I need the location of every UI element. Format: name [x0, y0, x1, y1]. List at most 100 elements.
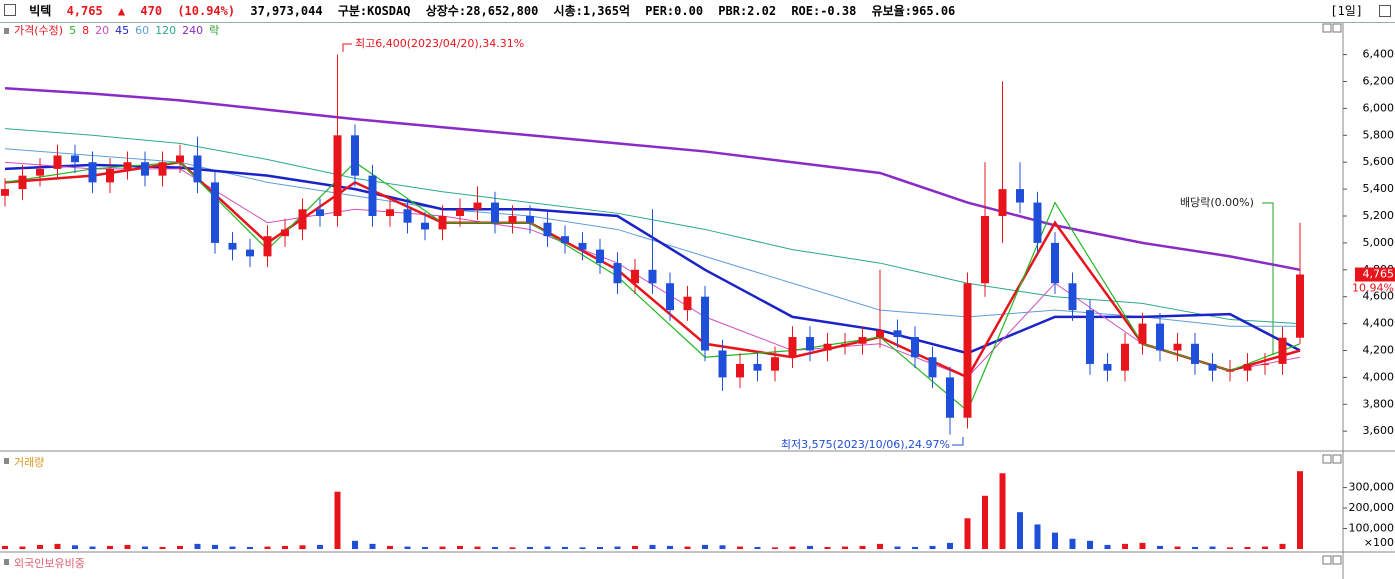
volume: 37,973,044: [250, 4, 323, 18]
candle-body: [403, 209, 412, 223]
y-tick-label: 6,200: [1363, 75, 1395, 88]
candle-body: [526, 215, 534, 223]
volume-bar: [1157, 545, 1163, 549]
volume-bar: [947, 542, 953, 549]
volume-bar: [877, 543, 883, 549]
candle-body: [473, 202, 482, 210]
volume-bar: [387, 545, 393, 549]
volume-bar: [1192, 546, 1198, 549]
volume-bar: [107, 545, 113, 549]
candle-body: [683, 296, 692, 311]
volume-bar: [492, 546, 498, 549]
candle-body: [1051, 242, 1059, 284]
y-tick-label: 3,600: [1363, 424, 1395, 437]
candle-body: [771, 357, 779, 371]
candle-body: [823, 343, 832, 351]
volume-bar: [54, 543, 61, 549]
candle-body: [858, 337, 867, 344]
candle-body: [613, 263, 622, 284]
volume-bar: [1017, 512, 1023, 549]
volume-bar: [37, 544, 43, 549]
volume-bar: [317, 544, 323, 549]
candle-body: [438, 215, 447, 230]
candle-body: [963, 283, 972, 418]
panel-button[interactable]: [1322, 454, 1332, 464]
volume-bar: [1139, 542, 1146, 549]
reserve: 유보율:965.06: [871, 4, 956, 18]
candle-body: [1208, 363, 1217, 371]
volume-bar: [929, 545, 936, 549]
volume-bar: [19, 546, 26, 549]
legend-entry: 45: [115, 24, 129, 37]
close-box[interactable]: [1379, 5, 1391, 17]
volume-bar: [964, 518, 971, 549]
volume-bar: [1297, 471, 1303, 549]
volume-bar: [229, 546, 236, 549]
legend-entry: 240: [182, 24, 203, 37]
ma-line: [4, 161, 1301, 413]
volume-bar: [999, 473, 1006, 549]
volume-bar: [159, 546, 166, 549]
volume-bar: [177, 545, 183, 549]
candle-body: [1173, 343, 1182, 351]
volume-bar: [1052, 532, 1058, 549]
candle-body: [876, 330, 884, 338]
volume-bar: [719, 545, 726, 549]
candle-body: [88, 162, 97, 183]
candle-body: [1278, 337, 1287, 364]
candle-body: [1191, 343, 1199, 364]
roe: ROE:-0.38: [791, 4, 857, 18]
y-tick-label: 4,200: [1363, 343, 1395, 356]
volume-bar: [1227, 547, 1233, 549]
volume-bar: [982, 495, 988, 549]
candle-body: [648, 269, 657, 284]
panel-button[interactable]: [1332, 23, 1342, 33]
volume-bar: [1262, 546, 1268, 549]
volume-bar: [684, 546, 691, 549]
volume-bar: [247, 546, 253, 549]
period[interactable]: [1일]: [1330, 4, 1363, 18]
candle-body: [718, 350, 727, 378]
candle-body: [176, 155, 184, 163]
volume-bar: [894, 546, 901, 549]
panel-icon: [4, 458, 9, 464]
legend-entry: 8: [82, 24, 89, 37]
candle-body: [753, 363, 762, 371]
volume-bar: [369, 543, 376, 549]
candle-body: [736, 363, 744, 378]
panel-button[interactable]: [1332, 454, 1342, 464]
volume-bar: [579, 547, 586, 549]
market: 구분:KOSDAQ: [337, 4, 411, 18]
panel-button[interactable]: [1322, 555, 1332, 565]
volume-bar: [702, 544, 708, 549]
volume-bar: [264, 546, 271, 549]
listed: 상장수:28,652,800: [425, 4, 539, 18]
ma-line: [4, 163, 1301, 355]
panel-button[interactable]: [1332, 555, 1342, 565]
y-tick-label: 6,000: [1363, 101, 1395, 114]
candle-body: [508, 215, 517, 223]
name: 빅텍: [29, 4, 52, 18]
candle-body: [263, 236, 272, 257]
box-icon[interactable]: [4, 4, 16, 16]
candle-body: [631, 269, 639, 284]
volume-bar: [842, 546, 848, 549]
legend-entry: 60: [135, 24, 149, 37]
y-tick-label: 3,800: [1363, 397, 1395, 410]
panel-button[interactable]: [1322, 23, 1332, 33]
volume-bar: [1122, 543, 1128, 549]
candle-body: [1086, 310, 1094, 364]
candle-body: [491, 202, 499, 223]
y-tick-label: 5,200: [1363, 209, 1395, 222]
candle-body: [193, 155, 202, 183]
volume-bar: [194, 543, 201, 549]
volume-bar: [562, 546, 568, 549]
volume-bar: [1279, 543, 1286, 549]
current-price: 4,765: [1363, 268, 1395, 281]
volume-bar: [2, 545, 8, 549]
volume-bar: [282, 545, 288, 549]
volume-bar: [527, 546, 533, 549]
volume-bar: [912, 546, 918, 549]
